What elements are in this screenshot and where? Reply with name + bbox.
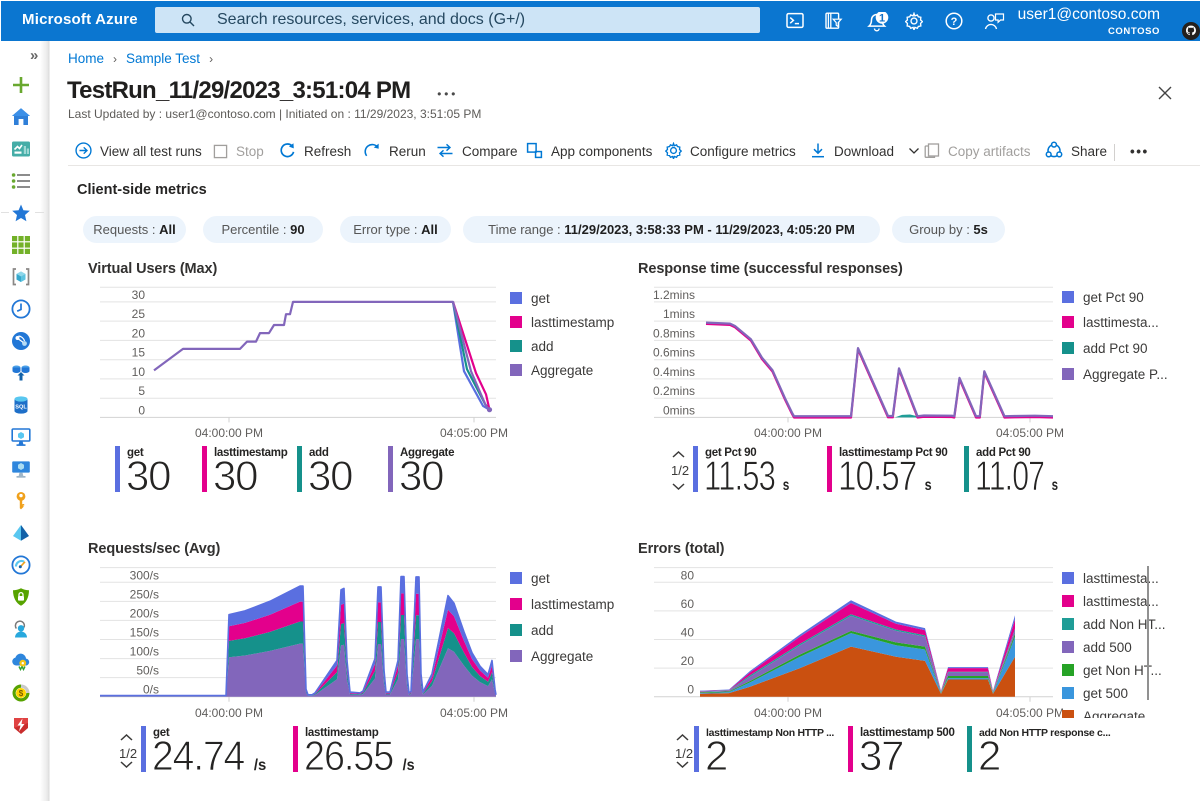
svg-text:04:00:00 PM: 04:00:00 PM (195, 706, 263, 720)
svg-text:5: 5 (138, 384, 145, 398)
svg-text:0.8mins: 0.8mins (653, 326, 695, 340)
svg-text:1: 1 (879, 13, 885, 25)
svg-text:20: 20 (132, 326, 146, 340)
svg-text:100/s: 100/s (130, 645, 159, 659)
svg-text:60: 60 (681, 597, 695, 611)
svg-text:200/s: 200/s (130, 606, 159, 620)
svg-text:150/s: 150/s (130, 626, 159, 640)
svg-text:04:05:00 PM: 04:05:00 PM (440, 426, 508, 440)
svg-text:04:00:00 PM: 04:00:00 PM (195, 426, 263, 440)
svg-text:0.2mins: 0.2mins (653, 384, 695, 398)
svg-text:1mins: 1mins (663, 307, 695, 321)
svg-text:250/s: 250/s (130, 587, 159, 601)
svg-text:0.4mins: 0.4mins (653, 365, 695, 379)
svg-text:0.6mins: 0.6mins (653, 346, 695, 360)
svg-text:$: $ (19, 689, 24, 698)
svg-text:80: 80 (681, 568, 695, 582)
svg-text:0mins: 0mins (663, 403, 695, 417)
svg-text:10: 10 (132, 365, 146, 379)
svg-text:40: 40 (681, 626, 695, 640)
svg-text:50/s: 50/s (136, 664, 159, 678)
svg-text:30: 30 (132, 288, 146, 302)
svg-text:04:00:00 PM: 04:00:00 PM (754, 706, 822, 720)
svg-text:25: 25 (132, 307, 146, 321)
svg-text:04:05:00 PM: 04:05:00 PM (440, 706, 508, 720)
svg-text:0/s: 0/s (143, 683, 159, 697)
svg-text:0: 0 (687, 683, 694, 697)
svg-text:04:00:00 PM: 04:00:00 PM (754, 426, 822, 440)
svg-text:04:05:00 PM: 04:05:00 PM (996, 426, 1064, 440)
svg-text:300/s: 300/s (130, 568, 159, 582)
svg-text:04:05:00 PM: 04:05:00 PM (996, 706, 1064, 720)
svg-text:1.2mins: 1.2mins (653, 288, 695, 302)
svg-text:20: 20 (681, 654, 695, 668)
svg-text:0: 0 (138, 403, 145, 417)
svg-text:?: ? (951, 16, 958, 28)
svg-text:15: 15 (132, 346, 146, 360)
svg-text:SQL: SQL (15, 405, 27, 411)
